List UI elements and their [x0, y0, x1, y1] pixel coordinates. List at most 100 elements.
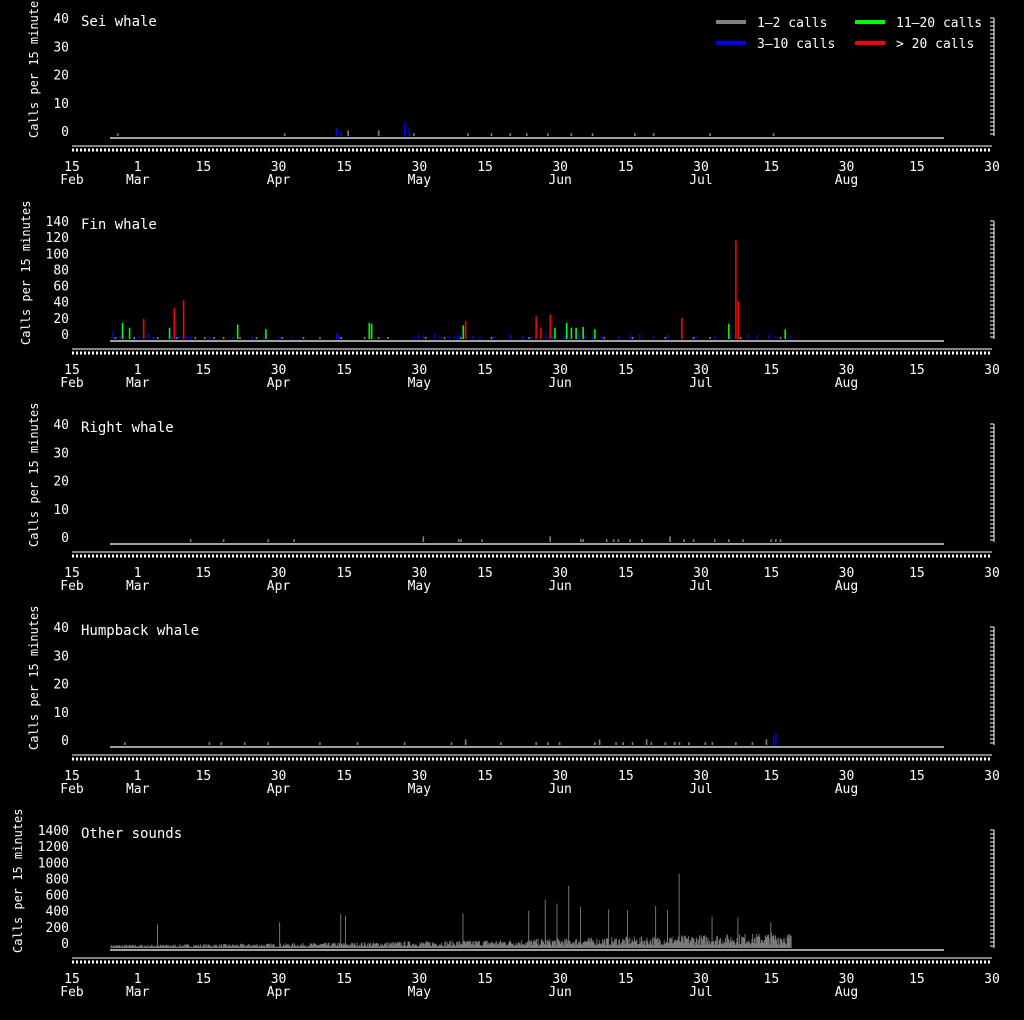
x-tick-month: Feb — [60, 376, 84, 391]
bar — [464, 739, 467, 745]
bar — [152, 336, 154, 339]
bar — [120, 946, 122, 948]
bar — [117, 945, 118, 948]
bar — [279, 336, 281, 339]
bar — [582, 942, 584, 948]
bar — [738, 944, 740, 948]
bar — [181, 946, 183, 948]
bar — [672, 943, 674, 948]
bar — [680, 941, 682, 948]
bar — [417, 946, 418, 948]
bar — [605, 938, 607, 948]
bar — [500, 942, 502, 948]
bar — [280, 946, 282, 948]
bar — [691, 937, 693, 948]
bar — [543, 944, 545, 948]
bar — [319, 944, 321, 948]
bar — [163, 945, 165, 948]
legend: 1–2 calls 11–20 calls 3–10 calls > 20 ca… — [716, 16, 982, 52]
bar — [546, 944, 548, 948]
bar — [248, 943, 250, 948]
bar — [113, 945, 115, 948]
bar — [731, 940, 733, 948]
bar — [785, 943, 787, 948]
bar — [582, 326, 584, 339]
bar — [265, 944, 267, 948]
bar — [613, 941, 615, 948]
bar — [311, 943, 313, 948]
bar — [345, 945, 347, 948]
bar — [142, 318, 145, 339]
bar — [470, 942, 472, 948]
bar — [652, 937, 653, 948]
bar — [286, 945, 288, 948]
bar — [267, 742, 270, 745]
bar — [453, 942, 454, 948]
bar — [734, 942, 736, 948]
bar — [197, 944, 199, 948]
bar — [370, 943, 371, 948]
bar — [331, 943, 333, 948]
bar — [642, 944, 644, 948]
bar — [337, 946, 339, 948]
bar — [544, 899, 546, 948]
x-tick-day: 1 — [134, 566, 142, 581]
bar — [601, 939, 603, 948]
bar — [284, 945, 286, 948]
bar — [149, 946, 150, 948]
bar — [264, 945, 266, 948]
bar — [781, 939, 783, 948]
bar — [267, 943, 269, 948]
bar — [602, 943, 604, 948]
bar — [518, 943, 520, 948]
bar — [446, 946, 447, 948]
bar — [596, 938, 598, 948]
bar — [290, 946, 291, 948]
bar — [681, 318, 683, 339]
bar — [665, 943, 667, 948]
bar — [772, 935, 774, 948]
bar — [222, 337, 225, 339]
bar — [777, 944, 779, 948]
bar — [486, 940, 487, 948]
bar — [179, 946, 181, 948]
bar — [580, 943, 582, 948]
bar — [443, 946, 445, 948]
y-axis-label: Calls per 15 minutes — [27, 606, 41, 751]
bar — [552, 942, 554, 948]
bar — [268, 944, 270, 948]
bar — [471, 335, 474, 339]
bar — [566, 943, 568, 948]
bar — [157, 945, 159, 948]
x-tick-day: 15 — [336, 972, 352, 987]
bar — [741, 936, 743, 948]
bar — [542, 940, 544, 948]
bar — [162, 945, 164, 948]
bar — [355, 946, 357, 948]
bar — [466, 941, 468, 948]
bar — [220, 944, 222, 948]
bar — [287, 944, 288, 948]
bar — [408, 941, 410, 948]
bar — [598, 739, 601, 745]
bar — [702, 936, 704, 948]
bar — [422, 335, 425, 339]
bar — [431, 942, 433, 948]
bar — [503, 941, 505, 948]
bar — [314, 943, 316, 948]
bar — [605, 539, 608, 542]
bar — [549, 938, 551, 948]
axes — [72, 220, 995, 355]
bar — [336, 945, 338, 948]
bar — [153, 946, 154, 948]
bar — [629, 539, 631, 542]
bar — [413, 945, 415, 948]
bar — [213, 337, 215, 339]
bar — [189, 336, 192, 339]
bar — [422, 536, 425, 542]
bar — [528, 910, 530, 948]
x-tick-month: Apr — [267, 985, 291, 1000]
bar — [172, 944, 174, 948]
y-tick-label: 0 — [61, 125, 69, 140]
y-tick-label: 10 — [53, 97, 69, 112]
